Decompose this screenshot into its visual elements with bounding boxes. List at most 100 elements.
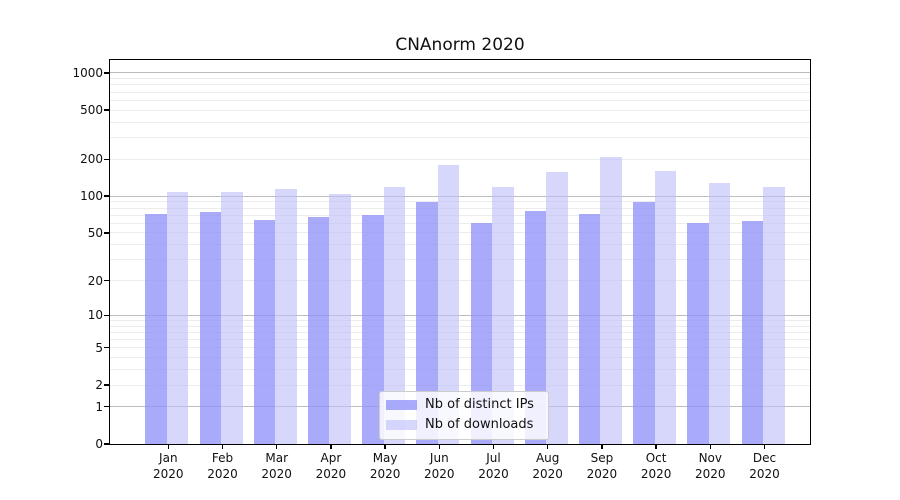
x-tick-label-sep: Sep 2020	[586, 451, 618, 481]
y-tick-mark-1000	[104, 72, 110, 74]
gridline-minor-700	[110, 91, 810, 93]
x-tick-mark-feb	[221, 444, 224, 449]
y-tick-label-10: 10	[87, 308, 103, 323]
legend-label-downloads: Nb of downloads	[425, 417, 534, 432]
y-tick-mark-10	[104, 314, 110, 316]
gridline-minor-70	[110, 214, 810, 216]
x-tick-mark-sep	[601, 444, 603, 449]
gridline-minor-30	[110, 259, 810, 261]
chart-title: CNAnorm 2020	[395, 35, 525, 55]
gridline-minor-900	[110, 78, 810, 80]
x-tick-mark-dec	[763, 444, 766, 449]
bar-downloads-oct	[654, 170, 677, 444]
y-tick-label-5: 5	[95, 340, 103, 355]
y-tick-mark-100	[104, 195, 110, 197]
x-tick-mark-aug	[547, 444, 549, 449]
bar-ips-sep	[578, 213, 601, 444]
x-tick-mark-may	[384, 444, 386, 449]
x-tick-label-nov: Nov 2020	[695, 451, 726, 481]
x-tick-mark-jul	[492, 444, 495, 449]
x-tick-label-apr: Apr 2020	[315, 451, 347, 481]
y-tick-mark-50	[104, 232, 110, 234]
gridline-minor-600	[110, 99, 810, 101]
gridline-minor-50	[110, 232, 810, 234]
legend-item-downloads: Nb of downloads	[386, 415, 540, 435]
x-tick-label-feb: Feb 2020	[207, 451, 238, 481]
gridline-minor-800	[110, 84, 810, 86]
gridline-minor-400	[110, 121, 810, 123]
x-tick-mark-mar	[276, 444, 278, 449]
x-tick-label-dec: Dec 2020	[749, 451, 780, 481]
x-tick-label-oct: Oct 2020	[640, 451, 672, 481]
x-tick-label-jan: Jan 2020	[153, 451, 184, 481]
gridline-minor-2	[110, 384, 810, 386]
x-tick-label-jun: Jun 2020	[424, 451, 455, 481]
y-tick-mark-1	[104, 406, 110, 408]
gridline-minor-7	[110, 331, 810, 333]
legend-swatch-distinct-ips	[386, 400, 417, 410]
y-tick-mark-5	[104, 347, 110, 349]
gridline-major-1000	[110, 72, 810, 74]
y-tick-mark-2	[104, 384, 110, 386]
bar-downloads-jan	[166, 192, 189, 444]
bar-downloads-apr	[329, 194, 351, 444]
gridline-minor-500	[110, 109, 810, 111]
gridline-minor-3	[110, 369, 810, 371]
gridline-minor-80	[110, 207, 810, 209]
x-tick-label-aug: Aug 2020	[532, 451, 563, 481]
y-tick-label-1: 1	[95, 399, 103, 414]
gridline-minor-90	[110, 201, 810, 203]
y-tick-label-100: 100	[80, 189, 103, 204]
bar-ips-may	[362, 215, 384, 444]
y-tick-mark-200	[104, 158, 110, 160]
bar-ips-jan	[145, 214, 167, 444]
x-tick-mark-jun	[438, 444, 440, 449]
bar-downloads-jul	[492, 187, 514, 444]
bar-ips-dec	[741, 220, 763, 444]
y-tick-label-200: 200	[80, 152, 103, 167]
bar-downloads-nov	[708, 183, 731, 444]
bar-downloads-mar	[275, 188, 297, 444]
x-tick-label-may: May 2020	[369, 451, 401, 481]
legend-swatch-downloads	[386, 420, 417, 430]
gridline-minor-40	[110, 244, 810, 246]
x-tick-mark-oct	[655, 444, 657, 449]
gridline-minor-20	[110, 280, 810, 281]
bar-downloads-sep	[600, 156, 622, 444]
bar-ips-aug	[524, 211, 547, 444]
legend-label-distinct-ips: Nb of distinct IPs	[425, 397, 534, 412]
y-tick-mark-20	[104, 279, 110, 282]
bar-ips-oct	[633, 202, 655, 444]
y-tick-label-20: 20	[87, 273, 103, 288]
y-tick-label-1000: 1000	[72, 65, 103, 80]
gridline-major-10	[110, 314, 810, 316]
y-tick-label-50: 50	[87, 225, 103, 240]
gridline-minor-200	[110, 158, 810, 160]
bar-ips-mar	[253, 219, 276, 444]
bar-downloads-aug	[546, 171, 568, 444]
gridline-minor-5	[110, 347, 810, 349]
legend-item-distinct-ips: Nb of distinct IPs	[386, 395, 540, 415]
x-tick-label-mar: Mar 2020	[261, 451, 292, 481]
bar-downloads-jun	[437, 164, 460, 444]
bar-ips-jul	[470, 223, 492, 444]
plot-area	[109, 59, 811, 445]
gridline-minor-8	[110, 325, 810, 327]
y-tick-label-500: 500	[80, 103, 103, 118]
y-tick-label-2: 2	[95, 378, 103, 392]
gridline-minor-60	[110, 222, 810, 224]
bar-ips-jun	[416, 202, 438, 444]
y-tick-mark-500	[104, 109, 110, 111]
bar-downloads-feb	[221, 192, 243, 444]
bar-downloads-dec	[763, 187, 785, 444]
x-tick-mark-nov	[709, 444, 711, 449]
y-tick-label-0: 0	[95, 437, 103, 451]
x-tick-label-jul: Jul 2020	[478, 451, 509, 481]
gridline-minor-300	[110, 137, 810, 139]
bar-downloads-may	[383, 186, 406, 444]
x-tick-mark-apr	[330, 444, 332, 449]
y-tick-mark-0	[104, 443, 110, 445]
legend: Nb of distinct IPs Nb of downloads	[379, 391, 549, 440]
bar-ips-feb	[199, 212, 221, 444]
